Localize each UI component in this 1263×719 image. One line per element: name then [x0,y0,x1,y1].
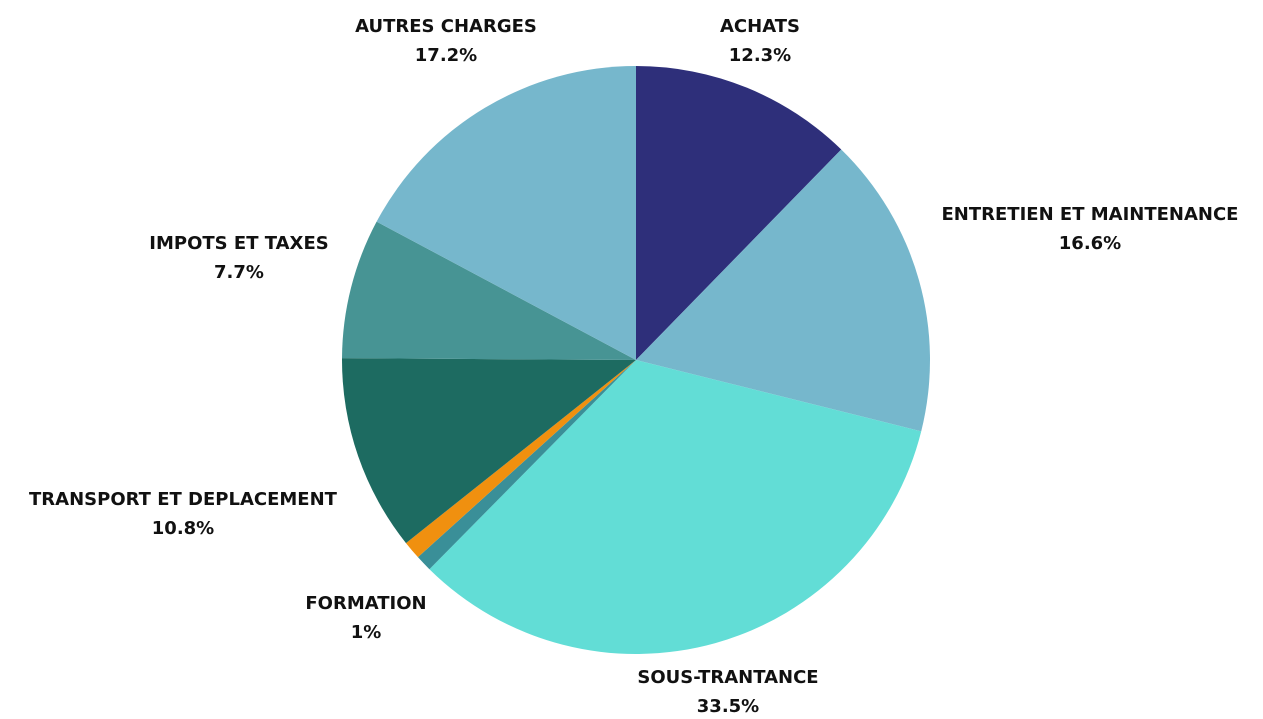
slice-value: 7.7% [214,262,264,283]
slice-label: ENTRETIEN ET MAINTENANCE [942,204,1239,225]
pie-slice [405,360,636,558]
pie-slice [342,221,636,360]
pie-slice [429,360,922,654]
slice-value: 12.3% [729,45,791,66]
slice-label: TRANSPORT ET DEPLACEMENT [29,489,338,510]
slice-value: 1% [351,622,382,643]
slice-label: AUTRES CHARGES [355,16,537,37]
slice-label: FORMATION [305,593,426,614]
pie-slice [636,66,842,360]
slice-value: 16.6% [1059,233,1121,254]
pie-slice [376,66,636,360]
slice-value: 33.5% [697,696,759,717]
slice-label: IMPOTS ET TAXES [149,233,328,254]
pie-slice [636,149,930,432]
slice-label: ACHATS [720,16,800,37]
slice-value: 10.8% [152,518,214,539]
pie-slice [417,360,636,570]
slice-label: SOUS-TRANTANCE [637,667,818,688]
slice-value: 17.2% [415,45,477,66]
pie-slice [342,358,636,544]
